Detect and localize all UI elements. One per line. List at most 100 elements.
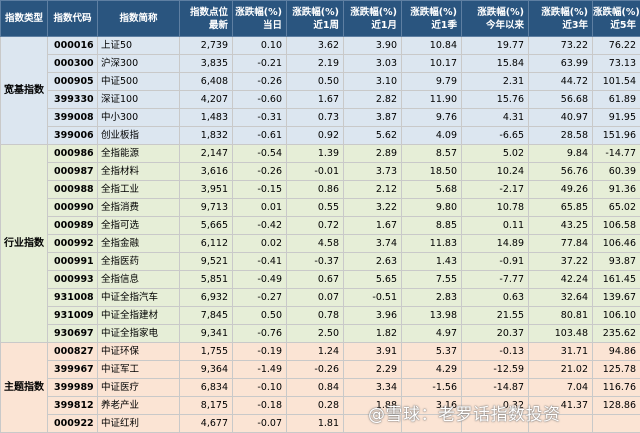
column-header[interactable]: 指数代码 bbox=[48, 1, 98, 37]
value-cell: -0.76 bbox=[233, 325, 287, 343]
index-name-cell: 中证全指汽车 bbox=[98, 289, 180, 307]
value-cell: 7.04 bbox=[529, 379, 593, 397]
value-cell: 116.76 bbox=[593, 379, 640, 397]
value-cell: 0.07 bbox=[287, 289, 344, 307]
column-header[interactable]: 指数点位最新 bbox=[180, 1, 233, 37]
value-cell: 125.78 bbox=[593, 361, 640, 379]
value-cell: 4.31 bbox=[462, 109, 529, 127]
index-code-cell: 000016 bbox=[48, 37, 98, 55]
value-cell: 31.71 bbox=[529, 343, 593, 361]
value-cell: 43.25 bbox=[529, 217, 593, 235]
value-cell: 9,521 bbox=[180, 253, 233, 271]
value-cell: -0.21 bbox=[233, 55, 287, 73]
column-header[interactable]: 涨跌幅(%)今年以来 bbox=[462, 1, 529, 37]
value-cell: 6,112 bbox=[180, 235, 233, 253]
value-cell: 0.73 bbox=[287, 109, 344, 127]
value-cell: -0.07 bbox=[233, 415, 287, 433]
index-code-cell: 000989 bbox=[48, 217, 98, 235]
value-cell: 4.09 bbox=[402, 127, 462, 145]
value-cell: 3.96 bbox=[344, 307, 402, 325]
column-header[interactable]: 涨跌幅(%)近5年 bbox=[593, 1, 640, 37]
column-header[interactable]: 涨跌幅(%)近1周 bbox=[287, 1, 344, 37]
value-cell: 3.73 bbox=[344, 163, 402, 181]
value-cell: -14.77 bbox=[593, 145, 640, 163]
value-cell: -0.15 bbox=[233, 181, 287, 199]
value-cell: 0.02 bbox=[233, 235, 287, 253]
value-cell: 7,845 bbox=[180, 307, 233, 325]
index-name-cell: 中小300 bbox=[98, 109, 180, 127]
value-cell: 3.90 bbox=[344, 37, 402, 55]
watermark: @雪球：老罗话指数投资 bbox=[368, 400, 561, 425]
value-cell: 4,677 bbox=[180, 415, 233, 433]
value-cell: 15.76 bbox=[462, 91, 529, 109]
value-cell: 4,207 bbox=[180, 91, 233, 109]
index-name-cell: 深证100 bbox=[98, 91, 180, 109]
value-cell: 10.24 bbox=[462, 163, 529, 181]
value-cell: 0.11 bbox=[462, 217, 529, 235]
index-code-cell: 000992 bbox=[48, 235, 98, 253]
value-cell: -0.18 bbox=[233, 397, 287, 415]
value-cell: -0.26 bbox=[233, 73, 287, 91]
value-cell: -0.54 bbox=[233, 145, 287, 163]
value-cell: 65.02 bbox=[593, 199, 640, 217]
column-header[interactable]: 指数类型 bbox=[1, 1, 48, 37]
value-cell: 42.24 bbox=[529, 271, 593, 289]
column-header[interactable]: 涨跌幅(%)近3年 bbox=[529, 1, 593, 37]
index-code-cell: 399008 bbox=[48, 109, 98, 127]
value-cell: 44.72 bbox=[529, 73, 593, 91]
value-cell: 4.58 bbox=[287, 235, 344, 253]
index-name-cell: 全指消费 bbox=[98, 199, 180, 217]
value-cell: 11.90 bbox=[402, 91, 462, 109]
value-cell: 5.62 bbox=[344, 127, 402, 145]
value-cell: 3.87 bbox=[344, 109, 402, 127]
index-name-cell: 沪深300 bbox=[98, 55, 180, 73]
value-cell: 0.55 bbox=[287, 199, 344, 217]
value-cell: 63.99 bbox=[529, 55, 593, 73]
column-header[interactable]: 涨跌幅(%)近1月 bbox=[344, 1, 402, 37]
value-cell: 56.76 bbox=[529, 163, 593, 181]
value-cell: 1,483 bbox=[180, 109, 233, 127]
index-name-cell: 创业板指 bbox=[98, 127, 180, 145]
index-code-cell: 399330 bbox=[48, 91, 98, 109]
column-header[interactable]: 指数简称 bbox=[98, 1, 180, 37]
index-name-cell: 全指材料 bbox=[98, 163, 180, 181]
value-cell: -1.49 bbox=[233, 361, 287, 379]
value-cell: -0.37 bbox=[287, 253, 344, 271]
index-code-cell: 000300 bbox=[48, 55, 98, 73]
value-cell: 5.02 bbox=[462, 145, 529, 163]
index-code-cell: 399989 bbox=[48, 379, 98, 397]
value-cell: -0.31 bbox=[233, 109, 287, 127]
header-row: 指数类型指数代码指数简称指数点位最新涨跌幅(%)当日涨跌幅(%)近1周涨跌幅(%… bbox=[1, 1, 640, 37]
value-cell: 0.28 bbox=[287, 397, 344, 415]
value-cell: 9.76 bbox=[402, 109, 462, 127]
value-cell: 4.29 bbox=[402, 361, 462, 379]
column-header[interactable]: 涨跌幅(%)近1季 bbox=[402, 1, 462, 37]
column-header[interactable]: 涨跌幅(%)当日 bbox=[233, 1, 287, 37]
value-cell: 6,834 bbox=[180, 379, 233, 397]
value-cell: 65.85 bbox=[529, 199, 593, 217]
index-code-cell: 931008 bbox=[48, 289, 98, 307]
value-cell: 76.22 bbox=[593, 37, 640, 55]
value-cell: 0.78 bbox=[287, 307, 344, 325]
